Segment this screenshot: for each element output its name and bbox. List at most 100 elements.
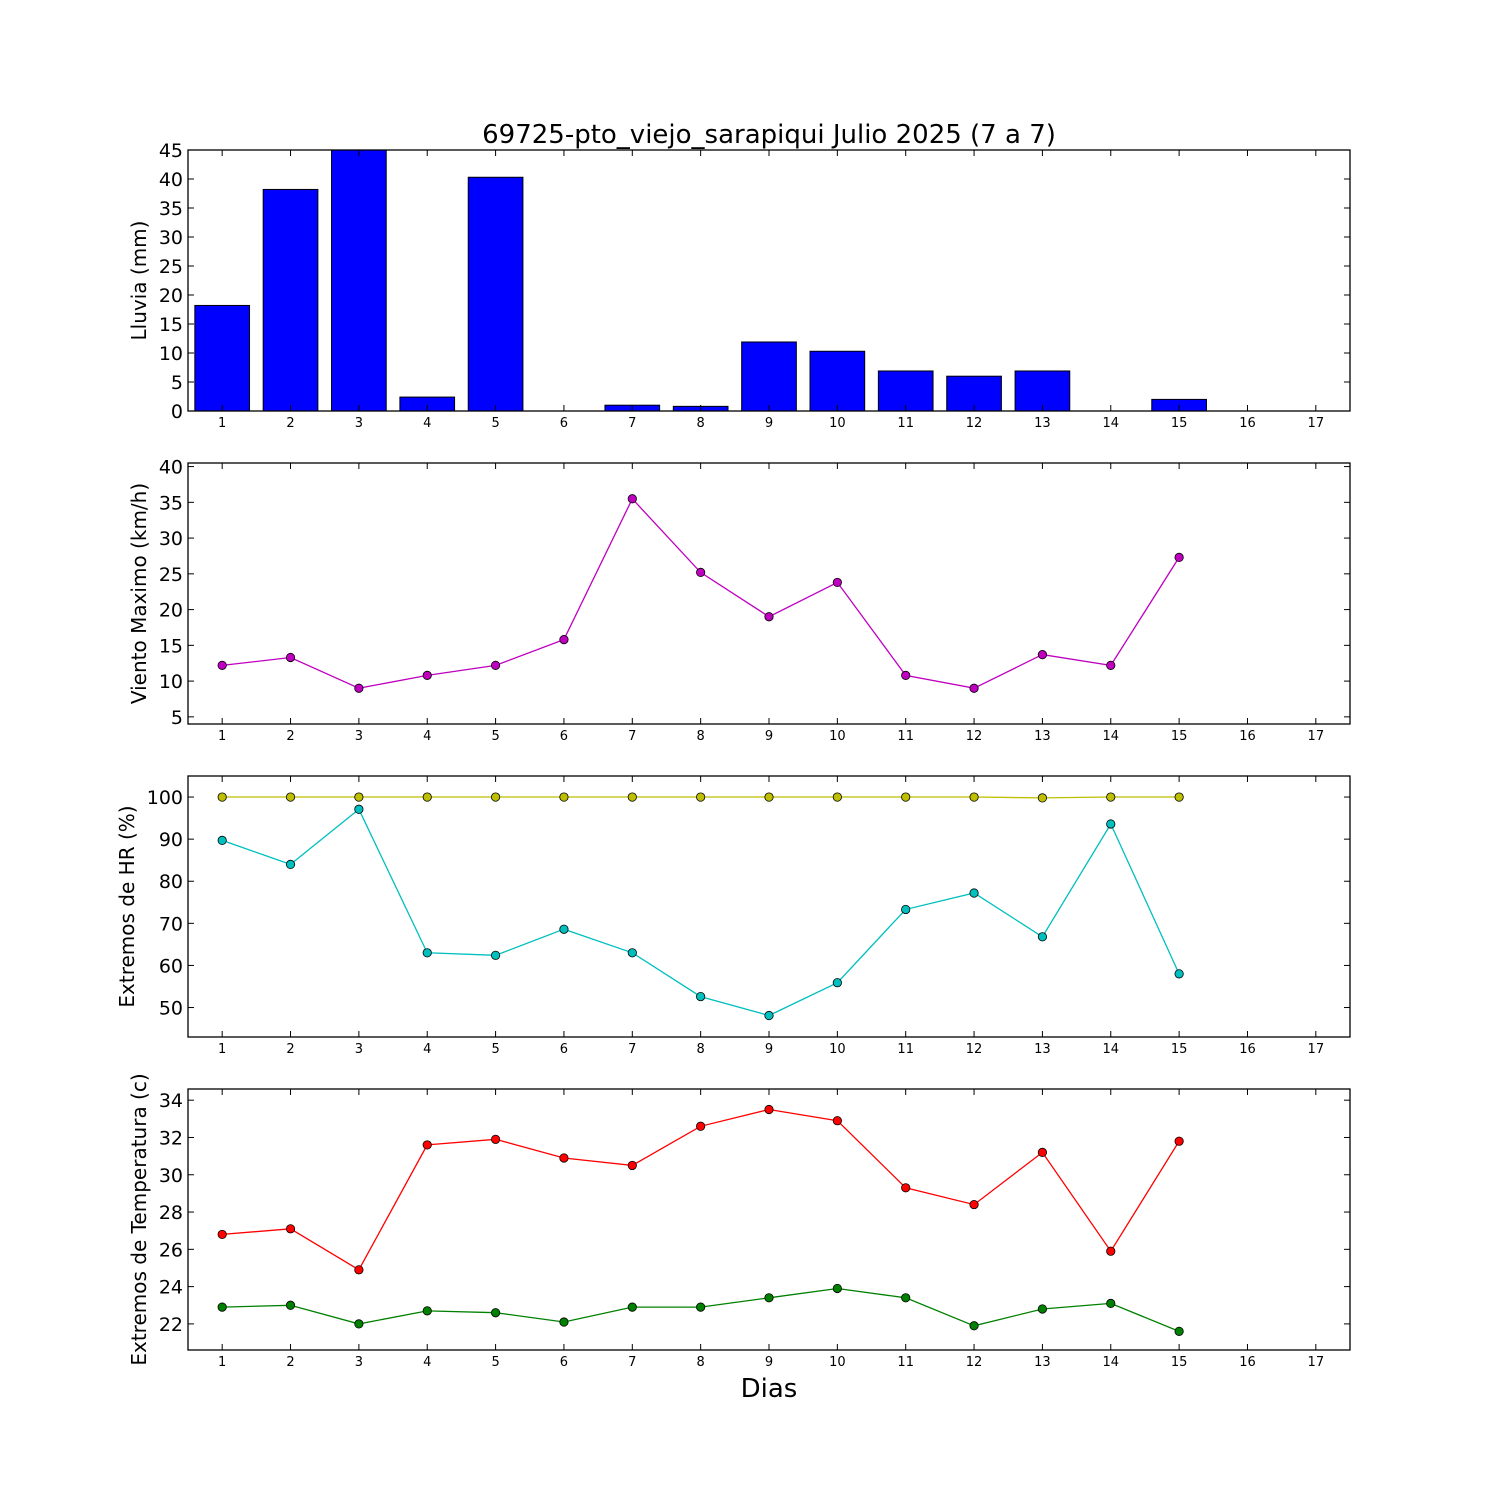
lluvia-bar xyxy=(194,304,251,412)
hr-xtick-label: 3 xyxy=(355,1042,363,1057)
hr-series-1-point xyxy=(1037,793,1048,803)
hr-xtick-label: 11 xyxy=(897,1042,914,1057)
viento-ytick-label: 30 xyxy=(159,528,183,550)
temperatura-ytick-label: 32 xyxy=(159,1127,183,1149)
x-axis-label: Dias xyxy=(741,1374,798,1404)
hr-xtick-label: 4 xyxy=(423,1042,431,1057)
lluvia-xtick-label: 17 xyxy=(1308,416,1325,431)
lluvia-xtick-label: 12 xyxy=(966,416,983,431)
hr-series-1-point xyxy=(354,792,364,802)
chart-title: 69725-pto_viejo_sarapiqui Julio 2025 (7 … xyxy=(482,120,1056,150)
temperatura-series-2-point xyxy=(1037,1304,1048,1314)
temperatura-series-2-point xyxy=(696,1302,706,1312)
lluvia-xtick-label: 15 xyxy=(1171,416,1188,431)
temperatura-xtick-label: 15 xyxy=(1171,1355,1188,1370)
temperatura-series-2-point xyxy=(764,1293,774,1303)
viento-xtick-label: 17 xyxy=(1308,729,1325,744)
temperatura-xtick-label: 9 xyxy=(765,1355,773,1370)
lluvia-bar xyxy=(809,350,866,412)
temperatura-series-1-point xyxy=(354,1265,364,1275)
temperatura-xtick-label: 7 xyxy=(628,1355,636,1370)
lluvia-ytick-label: 35 xyxy=(159,198,183,220)
hr-y-axis-label: Extremos de HR (%) xyxy=(115,805,139,1007)
viento-xtick-label: 14 xyxy=(1102,729,1119,744)
lluvia-ytick-label: 40 xyxy=(159,169,183,191)
lluvia-xtick-label: 3 xyxy=(355,416,363,431)
viento-y-axis-label: Viento Maximo (km/h) xyxy=(127,483,151,704)
hr-series-2-point xyxy=(1174,969,1184,979)
lluvia-ytick-label: 25 xyxy=(159,256,183,278)
viento-series-1-point xyxy=(285,652,296,663)
lluvia-xtick-label: 10 xyxy=(829,416,846,431)
viento-ytick-label: 40 xyxy=(159,457,183,479)
temperatura-series-2-point xyxy=(1174,1326,1184,1336)
hr-series-2-point xyxy=(627,948,637,958)
hr-series-2-point xyxy=(764,1010,774,1021)
temperatura-xtick-label: 16 xyxy=(1239,1355,1256,1370)
lluvia-xtick-label: 13 xyxy=(1034,416,1051,431)
hr-xtick-label: 9 xyxy=(765,1042,773,1057)
lluvia-xtick-label: 4 xyxy=(423,416,431,431)
lluvia-ytick-label: 5 xyxy=(171,372,183,394)
temperatura-series-2-point xyxy=(559,1317,569,1327)
viento-xtick-label: 2 xyxy=(286,729,294,744)
hr-ytick-label: 70 xyxy=(159,913,183,935)
temperatura-series-2-point xyxy=(422,1306,432,1316)
temperatura-xtick-label: 10 xyxy=(829,1355,846,1370)
temperatura-series-1-point xyxy=(559,1153,569,1163)
lluvia-xtick-label: 1 xyxy=(218,416,226,431)
lluvia-xtick-label: 11 xyxy=(897,416,914,431)
hr-series-1-point xyxy=(1174,792,1184,802)
lluvia-xtick-label: 6 xyxy=(560,416,568,431)
temperatura-series-1-point xyxy=(1037,1147,1048,1157)
hr-series-1-point xyxy=(285,792,296,802)
viento-series-1-point xyxy=(969,683,979,693)
viento-xtick-label: 11 xyxy=(897,729,914,744)
temperatura-y-axis-label: Extremos de Temperatura (c) xyxy=(127,1073,151,1365)
temperatura-ytick-label: 30 xyxy=(159,1165,183,1187)
temperatura-series-1-point xyxy=(764,1104,774,1115)
temperatura-series-1-point xyxy=(1174,1136,1184,1146)
temperatura-xtick-label: 14 xyxy=(1102,1355,1119,1370)
lluvia-ytick-label: 10 xyxy=(159,343,183,365)
temperatura-series-2-point xyxy=(901,1293,911,1303)
lluvia-y-axis-label: Lluvia (mm) xyxy=(127,221,151,341)
temperatura-series-1-point xyxy=(832,1116,842,1126)
lluvia-xtick-label: 8 xyxy=(697,416,705,431)
lluvia-xtick-label: 9 xyxy=(765,416,773,431)
temperatura-series-1-point xyxy=(969,1199,979,1210)
temperatura-series-2-point xyxy=(832,1283,842,1294)
viento-series-1-point xyxy=(1037,650,1048,660)
temperatura-series-1-point xyxy=(285,1224,296,1234)
temperatura-series-1-point xyxy=(422,1140,432,1150)
temperatura-series-2-point xyxy=(354,1319,364,1329)
temperatura-xtick-label: 1 xyxy=(218,1355,226,1370)
hr-series-2-point xyxy=(285,859,296,870)
viento-xtick-label: 10 xyxy=(829,729,846,744)
viento-xtick-label: 16 xyxy=(1239,729,1256,744)
lluvia-xtick-label: 16 xyxy=(1239,416,1256,431)
viento-ytick-label: 20 xyxy=(159,600,183,622)
hr-xtick-label: 1 xyxy=(218,1042,226,1057)
viento-xtick-label: 13 xyxy=(1034,729,1051,744)
temperatura-xtick-label: 3 xyxy=(355,1355,363,1370)
viento-xtick-label: 1 xyxy=(218,729,226,744)
temperatura-series-2-point xyxy=(217,1302,227,1312)
hr-series-1-point xyxy=(559,792,569,802)
temperatura-ytick-label: 28 xyxy=(159,1202,183,1224)
temperatura-series-2-point xyxy=(490,1308,501,1318)
temperatura-series-1-point xyxy=(490,1134,501,1144)
lluvia-xtick-label: 2 xyxy=(286,416,294,431)
lluvia-xtick-label: 5 xyxy=(491,416,499,431)
hr-series-2-point xyxy=(901,904,911,915)
viento-xtick-label: 4 xyxy=(423,729,431,744)
lluvia-bar xyxy=(467,176,524,412)
hr-series-1-point xyxy=(832,792,842,802)
viento-series-1-point xyxy=(764,612,774,622)
